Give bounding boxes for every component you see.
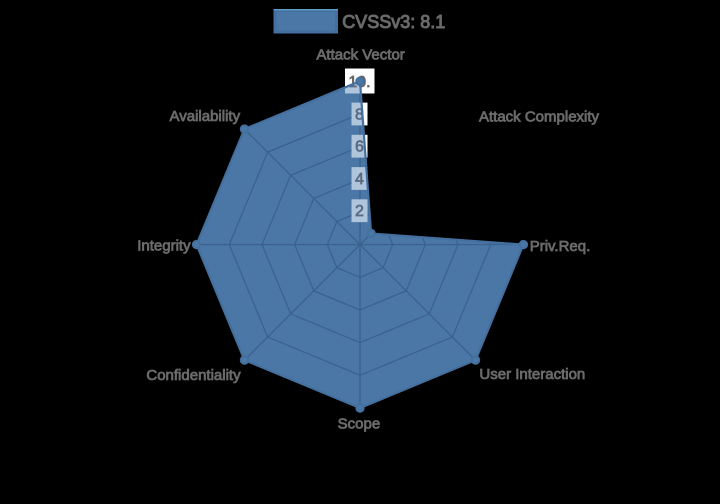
svg-text:6: 6 [355, 139, 364, 156]
svg-text:User Interaction: User Interaction [479, 366, 585, 383]
svg-text:2: 2 [355, 203, 364, 220]
svg-text:Scope: Scope [338, 415, 381, 432]
svg-text:Availability: Availability [170, 108, 241, 125]
svg-text:Priv.Req.: Priv.Req. [530, 238, 591, 255]
svg-text:Integrity: Integrity [137, 237, 191, 254]
svg-text:4: 4 [355, 171, 364, 188]
svg-text:CVSSv3: 8.1: CVSSv3: 8.1 [342, 12, 445, 32]
svg-text:8: 8 [355, 106, 364, 123]
svg-text:Attack Vector: Attack Vector [316, 47, 404, 64]
svg-text:Attack Complexity: Attack Complexity [479, 108, 600, 125]
svg-text:Confidentiality: Confidentiality [146, 367, 241, 384]
